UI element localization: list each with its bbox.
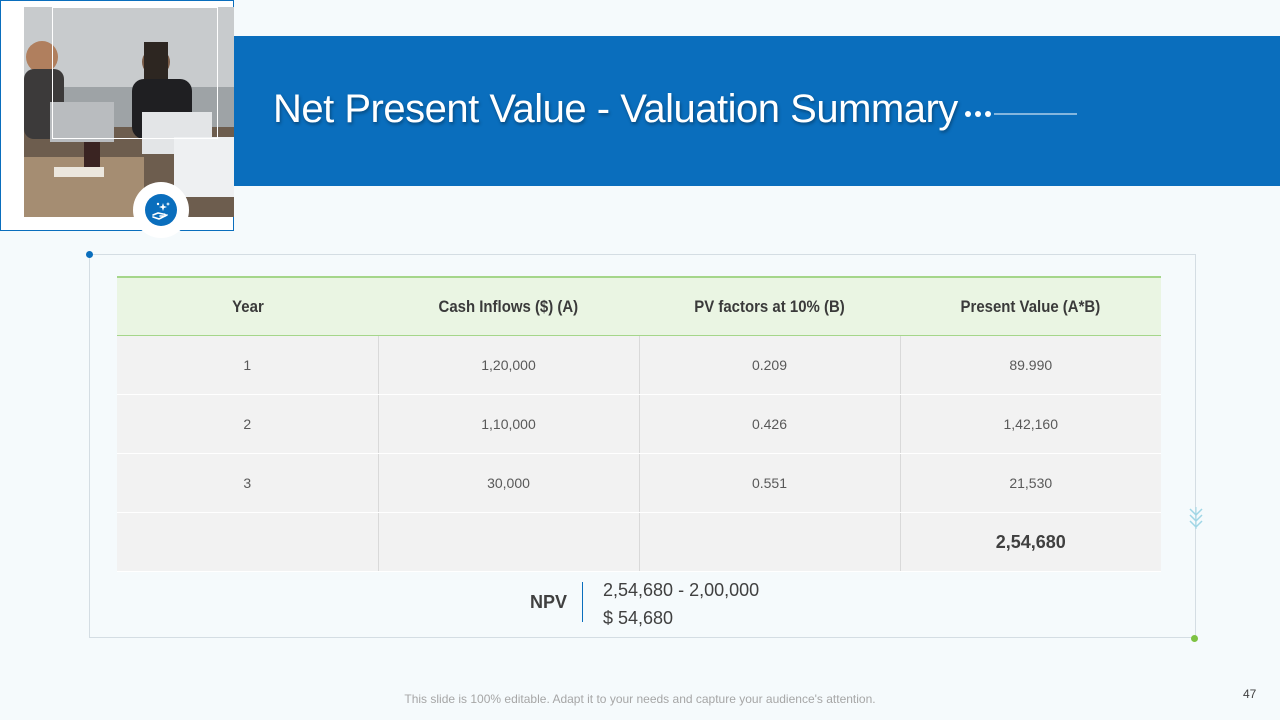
team-meeting-photo [24,7,234,217]
npv-divider [582,582,583,622]
present-value-total: 2,54,680 [899,512,1161,572]
page-number: 47 [1243,687,1257,701]
npv-label: NPV [530,592,568,612]
table-header-row: Year Cash Inflows ($) (A) PV factors at … [117,276,1161,336]
table-row: 1 1,20,000 0.209 89.990 [117,335,1161,395]
table-cell: 0.551 [638,453,900,513]
hand-sparkle-icon [145,194,177,226]
photo-inner-frame [52,7,218,139]
table-cell: 89.990 [899,335,1161,395]
content-frame [89,254,1196,638]
table-total-row: 2,54,680 [117,512,1161,572]
table-cell: 1,42,160 [899,394,1161,454]
table-cell: 2 [117,394,378,454]
table-cell: 21,530 [899,453,1161,513]
column-header: Present Value (A*B) [900,276,1161,336]
table-cell: 1,20,000 [377,335,639,395]
column-header: PV factors at 10% (B) [639,276,900,336]
table-cell-empty [117,512,378,572]
npv-result: $ 54,680 [603,608,674,628]
footer-note: This slide is 100% editable. Adapt it to… [404,692,876,706]
column-header: Cash Inflows ($) (A) [378,276,639,336]
table-row: 2 1,10,000 0.426 1,42,160 [117,394,1161,454]
title-banner [234,36,1280,186]
column-header: Year [117,276,378,336]
table-cell: 1,10,000 [377,394,639,454]
slide-title: Net Present Value - Valuation Summary [273,87,958,131]
table-row: 3 30,000 0.551 21,530 [117,453,1161,513]
npv-calculation: 2,54,680 - 2,00,000 [603,580,760,600]
valuation-table: Year Cash Inflows ($) (A) PV factors at … [117,276,1161,572]
table-cell: 3 [117,453,378,513]
frame-corner-dot-blue [86,251,93,258]
table-cell: 0.209 [638,335,900,395]
frame-corner-dot-green [1191,635,1198,642]
decorative-dots-line [965,111,1077,117]
table-cell-empty [638,512,900,572]
table-cell: 30,000 [377,453,639,513]
table-cell: 1 [117,335,378,395]
double-chevron-down-icon [1189,507,1203,529]
table-cell-empty [377,512,639,572]
table-cell: 0.426 [638,394,900,454]
